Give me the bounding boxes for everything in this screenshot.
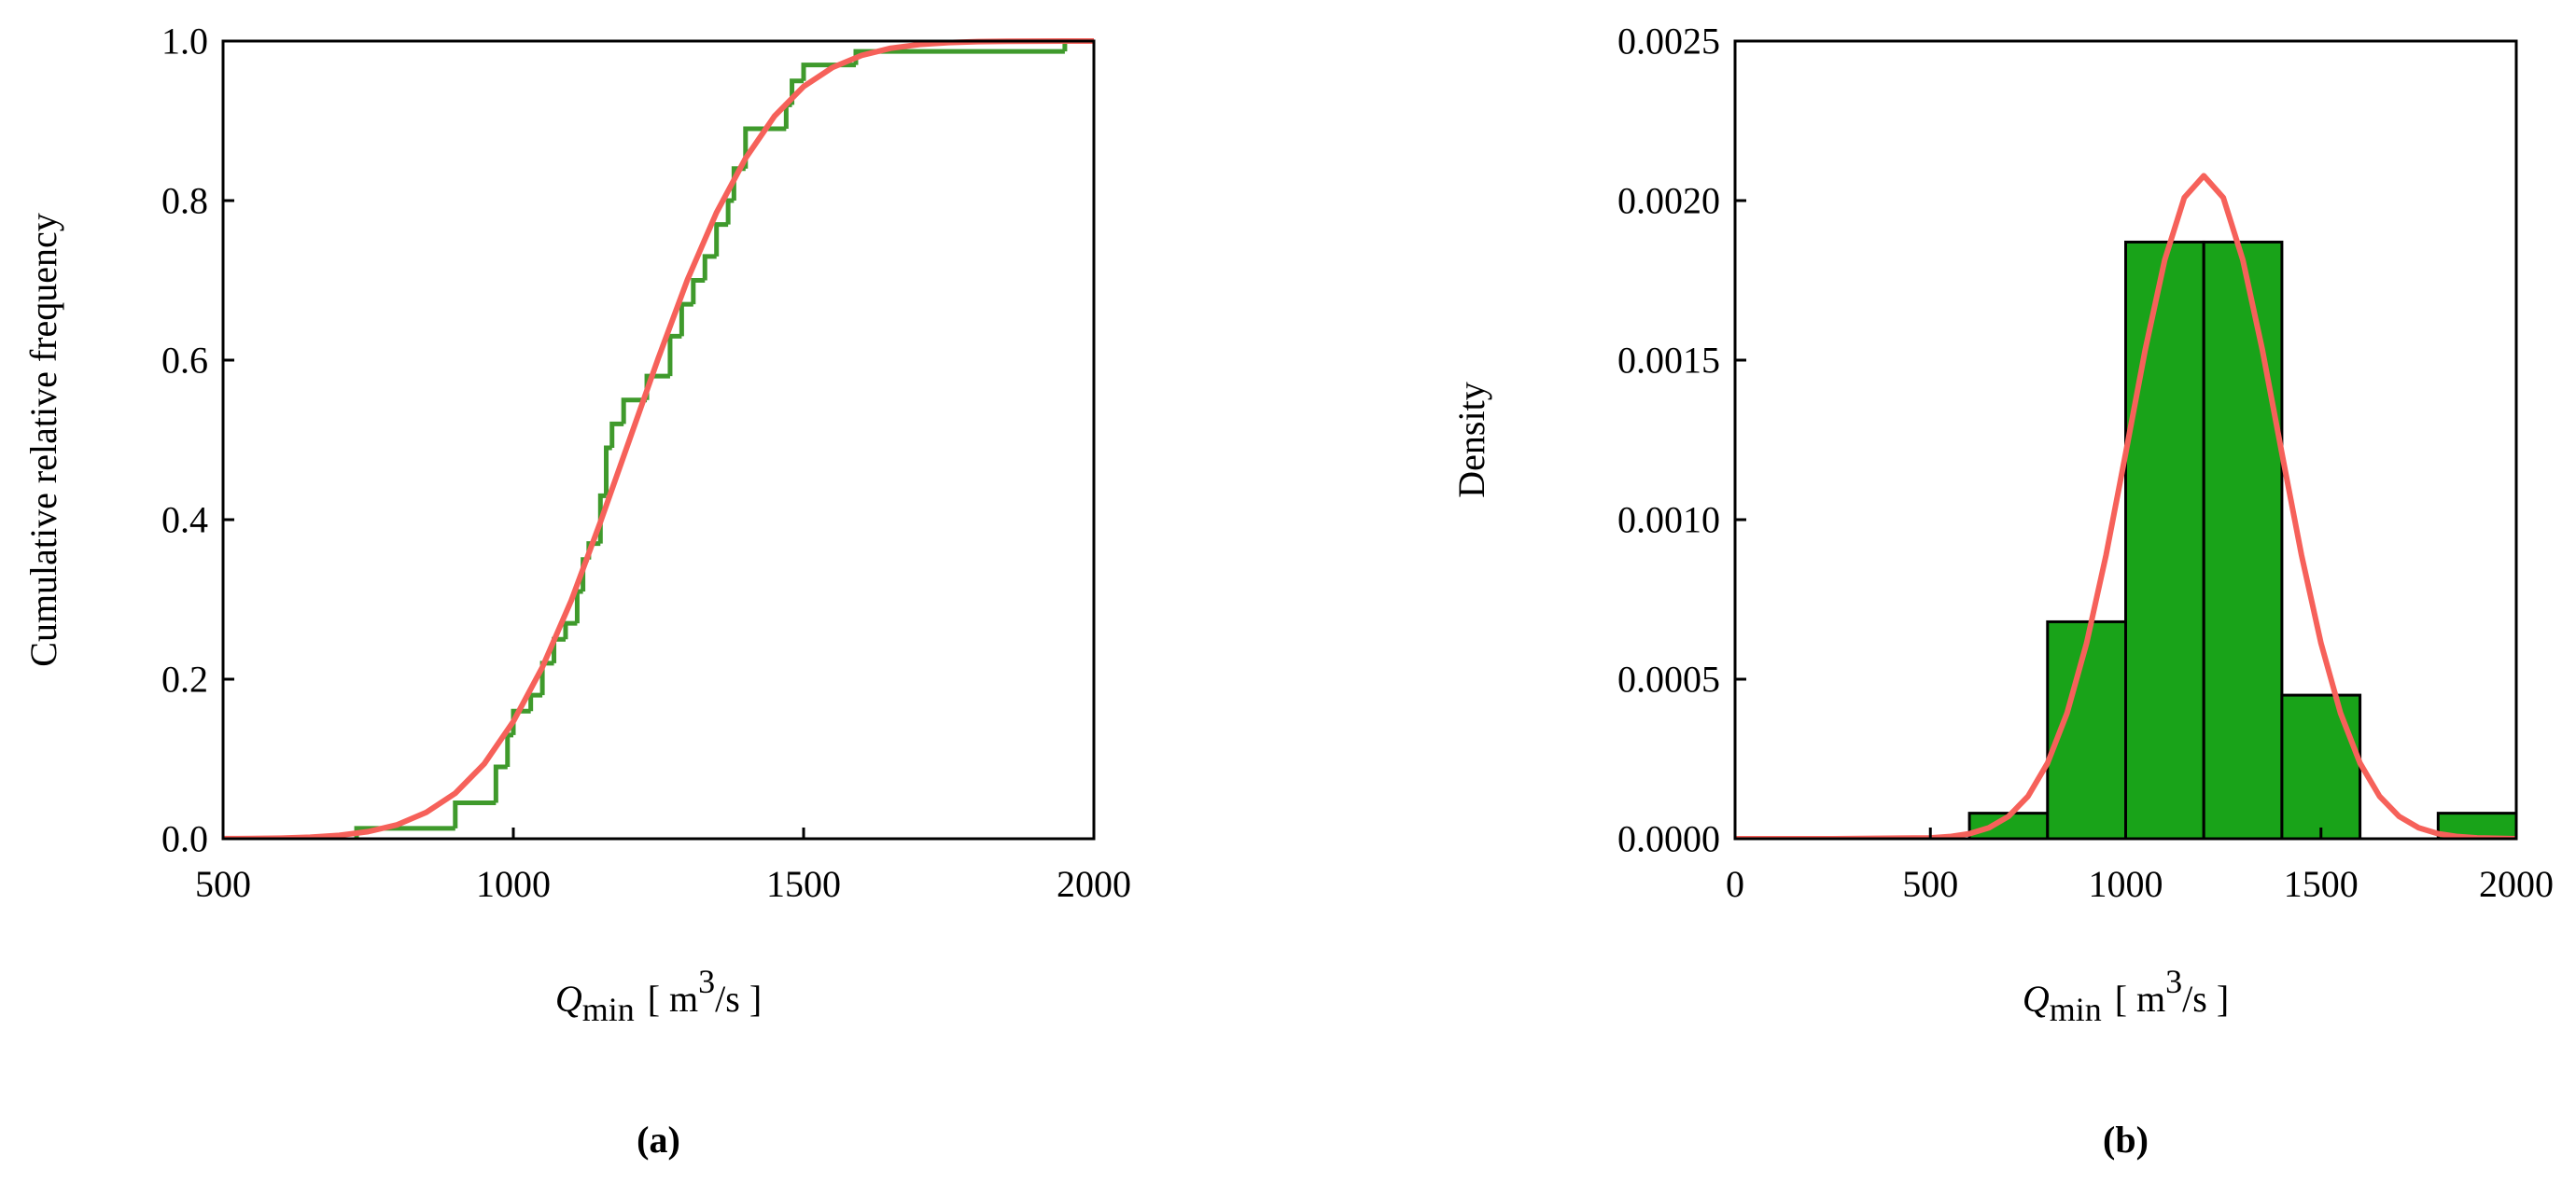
x-label-unit-suffix: /s ] <box>715 978 762 1020</box>
y-tick-label: 0.0010 <box>1617 499 1720 541</box>
ecdf-step <box>853 49 1065 65</box>
x-tick-label: 2000 <box>1057 863 1131 905</box>
y-axis-label: Density <box>1450 382 1492 497</box>
ecdf-step <box>609 421 624 449</box>
ecdf-step <box>679 301 693 337</box>
ecdf-step <box>702 254 717 281</box>
histogram-bar <box>2202 240 2284 839</box>
y-tick-label: 1.0 <box>161 21 208 63</box>
ecdf-step <box>621 397 648 425</box>
x-label-unit: [ m <box>648 978 698 1020</box>
ecdf-step <box>453 800 497 828</box>
ecdf-step <box>667 333 682 377</box>
x-tick-label: 500 <box>1902 863 1958 905</box>
plot-area <box>1735 173 2516 839</box>
y-tick-label: 0.0 <box>161 818 208 860</box>
y-tick-label: 0.0020 <box>1617 180 1720 222</box>
y-tick-label: 0.2 <box>161 659 208 701</box>
x-label-unit: [ m <box>2115 978 2165 1020</box>
x-tick-label: 1000 <box>2089 863 2163 905</box>
x-label-superscript: 3 <box>698 963 715 1000</box>
ecdf-step <box>714 222 729 257</box>
panel-label: (a) <box>637 1119 680 1161</box>
x-label-unit-suffix: /s ] <box>2182 978 2229 1020</box>
y-tick-label: 0.0005 <box>1617 659 1720 701</box>
panel: 0.0 0.2 0.4 0.6 0.8 1.0 500 1000 1500 2000 Cumulat… <box>22 21 1131 1162</box>
plot-frame <box>221 39 1096 841</box>
x-tick-label: 1500 <box>766 863 841 905</box>
y-tick-label: 0.0000 <box>1617 818 1720 860</box>
fitted-curve <box>1735 173 2516 839</box>
ecdf-step <box>493 764 508 803</box>
x-label-subscript: min <box>2050 991 2102 1028</box>
x-label-symbol: Q <box>555 978 582 1020</box>
x-axis-label: Qmin [ m3/s ] <box>555 963 762 1028</box>
fitted-curve <box>223 38 1094 839</box>
x-label-superscript: 3 <box>2165 963 2182 1000</box>
y-tick-label: 0.0025 <box>1617 21 1720 63</box>
ecdf-step <box>725 198 735 225</box>
histogram-bar <box>2280 693 2362 839</box>
ecdf-step <box>511 708 531 735</box>
y-tick-label: 0.6 <box>161 340 208 382</box>
y-tick-label: 0.4 <box>161 499 208 541</box>
ecdf-step <box>505 732 513 768</box>
x-axis-label: Qmin [ m3/s ] <box>2023 963 2229 1028</box>
panel: 0.0000 0.0005 0.0010 0.0015 0.0020 0.0025 0 500… <box>1450 21 2554 1162</box>
ecdf-step <box>574 589 583 624</box>
x-tick-label: 0 <box>1726 863 1744 905</box>
y-tick-label: 0.8 <box>161 180 208 222</box>
ecdf-step <box>563 620 578 640</box>
x-tick-label: 500 <box>195 863 251 905</box>
y-tick-label: 0.0015 <box>1617 340 1720 382</box>
ecdf-step <box>528 692 543 712</box>
panel-label: (b) <box>2103 1119 2149 1161</box>
y-axis-label: Cumulative relative frequency <box>22 213 64 666</box>
x-tick-label: 2000 <box>2479 863 2554 905</box>
ecdf-step <box>783 102 792 130</box>
x-tick-label: 1500 <box>2284 863 2359 905</box>
x-tick-label: 1000 <box>476 863 551 905</box>
x-label-symbol: Q <box>2023 978 2050 1020</box>
histogram-bar <box>2124 240 2205 839</box>
ecdf-step <box>691 278 706 305</box>
plot-area <box>223 38 1094 839</box>
x-label-subscript: min <box>582 991 635 1028</box>
